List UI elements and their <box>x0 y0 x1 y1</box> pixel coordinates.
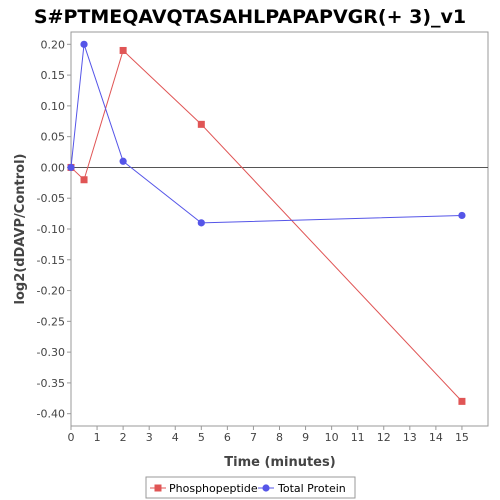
phosphopeptide-point <box>197 120 205 128</box>
chart-title: S#PTMEQAVQTASAHLPAPAPVGR(+ 3)_v1 <box>34 6 466 28</box>
x-axis: 0 1 2 3 4 5 6 7 8 9 10 11 12 13 14 15 <box>68 426 469 444</box>
legend-square-marker <box>154 484 162 492</box>
total-protein-point <box>197 219 205 227</box>
x-tick-label: 6 <box>224 431 231 444</box>
y-tick-label: 0.15 <box>41 69 66 82</box>
y-tick-label: 0.05 <box>41 131 66 144</box>
y-tick-label: 0.00 <box>41 161 66 174</box>
phosphopeptide-point <box>458 397 466 405</box>
phosphopeptide-point <box>119 46 127 54</box>
x-tick-label: 9 <box>302 431 309 444</box>
x-tick-label: 1 <box>94 431 101 444</box>
plot-area <box>70 31 489 427</box>
total-protein-point <box>458 211 466 220</box>
x-tick-label: 8 <box>276 431 283 444</box>
x-tick-label: 0 <box>68 431 75 444</box>
y-tick-label: 0.20 <box>41 38 66 51</box>
total-protein-point <box>67 163 75 172</box>
x-tick-label: 10 <box>325 431 339 444</box>
series-layer <box>67 40 466 405</box>
y-tick-label: -0.25 <box>37 315 65 328</box>
x-tick-label: 2 <box>120 431 127 444</box>
phosphopeptide-point <box>80 176 88 184</box>
y-tick-label: 0.10 <box>41 100 66 113</box>
legend-box <box>145 476 356 499</box>
legend-label-1: Total Protein <box>277 482 346 495</box>
y-tick-label: -0.20 <box>37 285 65 298</box>
x-tick-label: 11 <box>351 431 365 444</box>
legend-label-0: Phosphopeptide <box>169 482 258 495</box>
total-protein-point <box>119 157 127 165</box>
y-axis-label: log2(dDAVP/Control) <box>13 154 28 305</box>
y-tick-label: -0.30 <box>37 346 65 359</box>
y-tick-label: -0.35 <box>37 377 65 390</box>
x-tick-label: 3 <box>146 431 153 444</box>
total-protein-point <box>80 40 88 48</box>
y-tick-label: -0.05 <box>37 192 65 205</box>
x-tick-label: 5 <box>198 431 205 444</box>
y-axis: -0.40 -0.35 -0.30 -0.25 -0.20 -0.15 -0.10 -0.05… <box>37 38 71 421</box>
x-tick-label: 7 <box>250 431 257 444</box>
x-tick-label: 4 <box>172 431 179 444</box>
y-tick-label: -0.15 <box>37 254 65 267</box>
x-tick-label: 13 <box>403 431 417 444</box>
legend-circle-marker <box>262 484 270 492</box>
x-tick-label: 15 <box>455 431 469 444</box>
x-axis-label: Time (minutes) <box>224 455 335 470</box>
x-tick-label: 14 <box>429 431 443 444</box>
legend: Phosphopeptide Total Protein <box>150 482 346 495</box>
x-tick-label: 12 <box>377 431 391 444</box>
y-tick-label: -0.40 <box>37 408 65 421</box>
y-tick-label: -0.10 <box>37 223 65 236</box>
